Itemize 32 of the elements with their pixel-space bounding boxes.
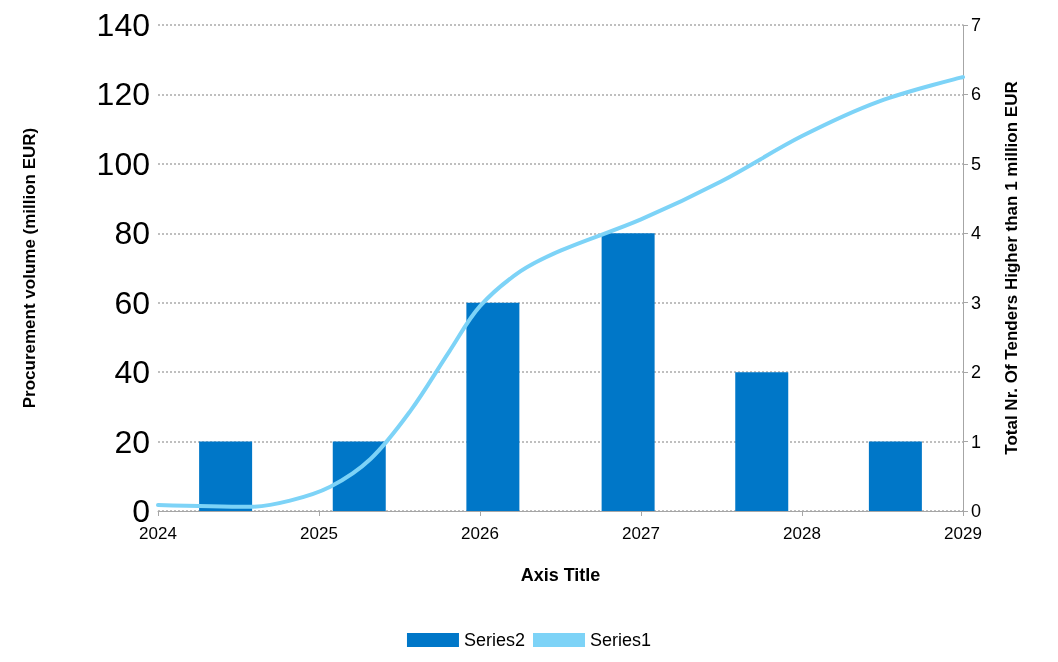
x-axis-title: Axis Title — [520, 565, 601, 585]
y2-tick-label: 0 — [971, 501, 982, 521]
y2-tick-label: 6 — [971, 84, 982, 105]
y2-axis-title: Total Nr. Of Tenders Higher than 1 million EUR — [1002, 81, 1021, 455]
bar — [868, 441, 922, 511]
x-tick-label: 2024 — [139, 524, 177, 543]
y-axis-title: Procurement volume (million EUR) — [20, 127, 39, 409]
x-tick-label: 2029 — [944, 524, 982, 543]
x-tick-label: 2025 — [300, 524, 338, 543]
y-tick-label: 20 — [114, 423, 150, 460]
y2-tick-label: 4 — [971, 223, 982, 244]
y-tick-label: 120 — [96, 76, 150, 113]
y2-tick-label: 1 — [971, 431, 982, 452]
y2-tick-label: 3 — [971, 292, 982, 313]
y-tick-label: 40 — [114, 354, 150, 391]
y2-tick-label: 7 — [971, 15, 982, 35]
bar — [466, 302, 520, 511]
y-tick-label: 140 — [96, 7, 150, 43]
x-tick-label: 2028 — [783, 524, 821, 543]
legend-label: Series2 — [463, 630, 525, 650]
bar — [332, 441, 386, 511]
y-tick-label: 60 — [114, 284, 150, 321]
x-tick-label: 2027 — [622, 524, 660, 543]
y2-tick-label: 5 — [971, 153, 982, 174]
bar — [601, 233, 655, 511]
y-tick-label: 80 — [114, 215, 150, 252]
bar — [199, 441, 253, 511]
bar — [735, 372, 789, 511]
x-tick-label: 2026 — [461, 524, 499, 543]
y-tick-label: 100 — [96, 145, 150, 182]
legend-label: Series1 — [590, 630, 652, 650]
y2-tick-label: 2 — [971, 362, 982, 383]
